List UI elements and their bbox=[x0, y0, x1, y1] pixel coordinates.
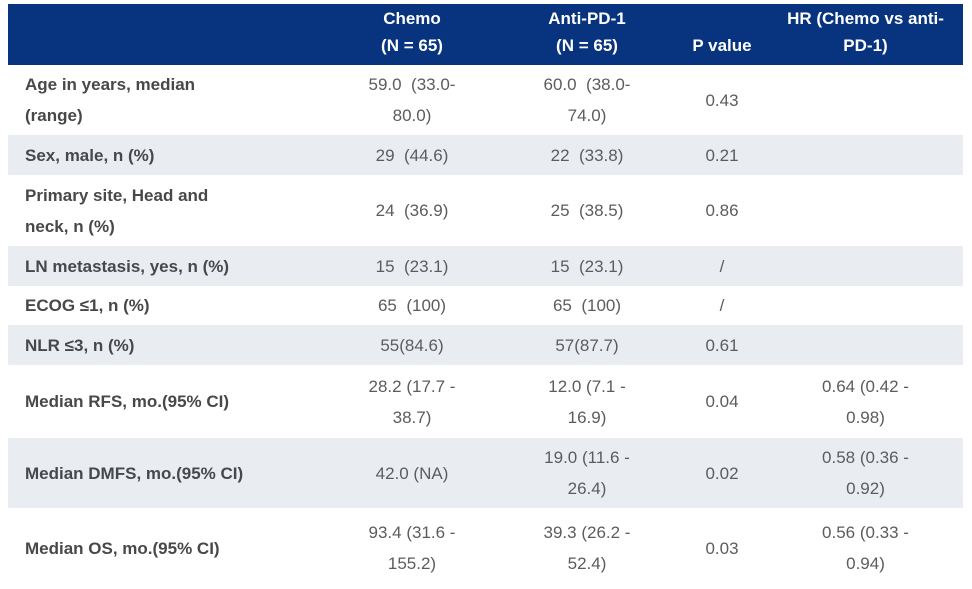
cell-p-value: 0.86 bbox=[705, 201, 739, 220]
cell-hr: 0.58 (0.36 - 0.92) bbox=[822, 448, 909, 498]
cell-chemo: 59.0 (33.0- 80.0) bbox=[368, 75, 456, 125]
header-cell-hr: HR (Chemo vs anti- PD-1) bbox=[768, 4, 963, 65]
cell-anti-pd1: 15 (23.1) bbox=[550, 256, 624, 276]
table-row-median-dmfs: Median DMFS, mo.(95% CI) 42.0 (NA) 19.0 … bbox=[8, 438, 963, 508]
cell-anti-pd1: 57(87.7) bbox=[555, 335, 619, 355]
cell-p-value: 0.21 bbox=[705, 145, 739, 165]
table-row-sex: Sex, male, n (%) 29 (44.6) 22 (33.8) 0.2… bbox=[8, 135, 963, 175]
cell-chemo: 93.4 (31.6 - 155.2) bbox=[368, 523, 456, 573]
row-label: Median DMFS, mo.(95% CI) bbox=[25, 463, 244, 483]
header-cell-p-value: P value bbox=[676, 4, 768, 65]
outcome-table-container: Chemo (N = 65) Anti-PD-1 (N = 65) P valu… bbox=[8, 4, 963, 588]
table-row-age: Age in years, median (range) 59.0 (33.0-… bbox=[8, 65, 963, 135]
row-label: Age in years, median (range) bbox=[25, 75, 196, 125]
cell-anti-pd1: 12.0 (7.1 - 16.9) bbox=[548, 376, 626, 427]
cell-hr bbox=[768, 65, 963, 135]
cell-chemo: 65 (100) bbox=[377, 296, 447, 315]
header-cell-chemo: Chemo (N = 65) bbox=[326, 4, 498, 65]
cell-hr bbox=[768, 175, 963, 246]
cell-chemo: 55(84.6) bbox=[380, 335, 444, 355]
cell-anti-pd1: 19.0 (11.6 - 26.4) bbox=[544, 448, 630, 498]
header-cell-empty bbox=[8, 4, 326, 65]
cell-anti-pd1: 22 (33.8) bbox=[550, 145, 624, 165]
cell-hr bbox=[768, 286, 963, 325]
cell-p-value: 0.02 bbox=[705, 463, 739, 483]
row-label: Primary site, Head and neck, n (%) bbox=[25, 185, 209, 236]
table-row-ecog: ECOG ≤1, n (%) 65 (100) 65 (100) / bbox=[8, 286, 963, 325]
cell-hr bbox=[768, 246, 963, 286]
cell-hr: 0.64 (0.42 - 0.98) bbox=[822, 376, 909, 427]
cell-anti-pd1: 60.0 (38.0- 74.0) bbox=[543, 75, 631, 125]
row-label: Median OS, mo.(95% CI) bbox=[25, 538, 220, 558]
table-row-median-os: Median OS, mo.(95% CI) 93.4 (31.6 - 155.… bbox=[8, 508, 963, 588]
cell-hr: 0.56 (0.33 - 0.94) bbox=[822, 523, 909, 573]
table-row-nlr: NLR ≤3, n (%) 55(84.6) 57(87.7) 0.61 bbox=[8, 325, 963, 365]
cell-hr bbox=[768, 325, 963, 365]
cell-p-value: / bbox=[719, 296, 725, 315]
cell-chemo: 29 (44.6) bbox=[375, 145, 449, 165]
cell-chemo: 42.0 (NA) bbox=[375, 463, 449, 483]
cell-hr bbox=[768, 135, 963, 175]
row-label: Sex, male, n (%) bbox=[25, 145, 155, 165]
row-label: NLR ≤3, n (%) bbox=[25, 335, 135, 355]
row-label: Median RFS, mo.(95% CI) bbox=[25, 392, 230, 411]
cell-anti-pd1: 25 (38.5) bbox=[550, 201, 624, 220]
cell-p-value: 0.43 bbox=[705, 90, 739, 110]
table-header: Chemo (N = 65) Anti-PD-1 (N = 65) P valu… bbox=[8, 4, 963, 65]
header-cell-anti-pd1: Anti-PD-1 (N = 65) bbox=[498, 4, 676, 65]
cell-anti-pd1: 65 (100) bbox=[552, 296, 622, 315]
cell-anti-pd1: 39.3 (26.2 - 52.4) bbox=[543, 523, 631, 573]
cell-chemo: 15 (23.1) bbox=[375, 256, 449, 276]
cell-chemo: 28.2 (17.7 - 38.7) bbox=[368, 376, 456, 427]
row-label: ECOG ≤1, n (%) bbox=[25, 296, 150, 315]
table-body: Age in years, median (range) 59.0 (33.0-… bbox=[8, 65, 963, 588]
cell-chemo: 24 (36.9) bbox=[375, 201, 449, 220]
cell-p-value: 0.61 bbox=[705, 335, 739, 355]
table-row-ln-metastasis: LN metastasis, yes, n (%) 15 (23.1) 15 (… bbox=[8, 246, 963, 286]
table-row-median-rfs: Median RFS, mo.(95% CI) 28.2 (17.7 - 38.… bbox=[8, 365, 963, 438]
header-row: Chemo (N = 65) Anti-PD-1 (N = 65) P valu… bbox=[8, 4, 963, 65]
cell-p-value: 0.03 bbox=[705, 538, 739, 558]
cell-p-value: 0.04 bbox=[705, 392, 739, 411]
table-row-primary-site: Primary site, Head and neck, n (%) 24 (3… bbox=[8, 175, 963, 246]
outcome-table: Chemo (N = 65) Anti-PD-1 (N = 65) P valu… bbox=[8, 4, 963, 588]
cell-p-value: / bbox=[719, 256, 725, 276]
row-label: LN metastasis, yes, n (%) bbox=[25, 256, 230, 276]
